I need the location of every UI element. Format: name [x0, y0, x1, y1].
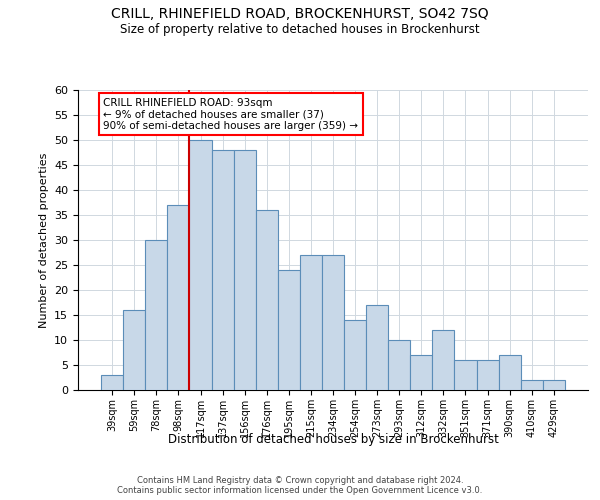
Bar [433, 330, 454, 390]
Bar [212, 150, 233, 390]
Text: Contains HM Land Registry data © Crown copyright and database right 2024.
Contai: Contains HM Land Registry data © Crown c… [118, 476, 482, 495]
Bar [521, 380, 543, 390]
Bar [410, 355, 433, 390]
Bar [101, 375, 123, 390]
Bar [233, 150, 256, 390]
Bar [167, 205, 190, 390]
Bar [476, 360, 499, 390]
Bar [366, 305, 388, 390]
Text: CRILL RHINEFIELD ROAD: 93sqm
← 9% of detached houses are smaller (37)
90% of sem: CRILL RHINEFIELD ROAD: 93sqm ← 9% of det… [103, 98, 358, 130]
Text: Size of property relative to detached houses in Brockenhurst: Size of property relative to detached ho… [120, 22, 480, 36]
Bar [278, 270, 300, 390]
Bar [145, 240, 167, 390]
Bar [300, 255, 322, 390]
Bar [344, 320, 366, 390]
Text: Distribution of detached houses by size in Brockenhurst: Distribution of detached houses by size … [167, 432, 499, 446]
Text: CRILL, RHINEFIELD ROAD, BROCKENHURST, SO42 7SQ: CRILL, RHINEFIELD ROAD, BROCKENHURST, SO… [111, 8, 489, 22]
Y-axis label: Number of detached properties: Number of detached properties [38, 152, 49, 328]
Bar [190, 140, 212, 390]
Bar [543, 380, 565, 390]
Bar [454, 360, 476, 390]
Bar [123, 310, 145, 390]
Bar [322, 255, 344, 390]
Bar [256, 210, 278, 390]
Bar [388, 340, 410, 390]
Bar [499, 355, 521, 390]
